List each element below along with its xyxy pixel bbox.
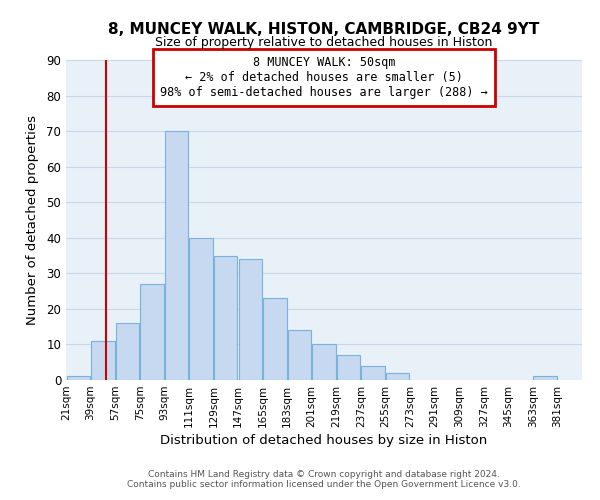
Bar xyxy=(337,355,361,380)
X-axis label: Distribution of detached houses by size in Histon: Distribution of detached houses by size … xyxy=(160,434,488,447)
Bar xyxy=(287,330,311,380)
Text: 8 MUNCEY WALK: 50sqm
← 2% of detached houses are smaller (5)
98% of semi-detache: 8 MUNCEY WALK: 50sqm ← 2% of detached ho… xyxy=(160,56,488,100)
Bar xyxy=(312,344,336,380)
Text: 8, MUNCEY WALK, HISTON, CAMBRIDGE, CB24 9YT: 8, MUNCEY WALK, HISTON, CAMBRIDGE, CB24 … xyxy=(109,22,539,38)
Bar xyxy=(386,373,409,380)
Bar xyxy=(165,131,188,380)
Bar xyxy=(190,238,213,380)
Bar xyxy=(361,366,385,380)
Bar xyxy=(91,341,115,380)
Text: Contains HM Land Registry data © Crown copyright and database right 2024.: Contains HM Land Registry data © Crown c… xyxy=(148,470,500,479)
Bar xyxy=(67,376,90,380)
Bar xyxy=(140,284,164,380)
Bar xyxy=(214,256,238,380)
Bar xyxy=(239,259,262,380)
Y-axis label: Number of detached properties: Number of detached properties xyxy=(26,115,40,325)
Text: Contains public sector information licensed under the Open Government Licence v3: Contains public sector information licen… xyxy=(127,480,521,489)
Text: Size of property relative to detached houses in Histon: Size of property relative to detached ho… xyxy=(155,36,493,49)
Bar xyxy=(263,298,287,380)
Bar xyxy=(116,323,139,380)
Bar xyxy=(533,376,557,380)
